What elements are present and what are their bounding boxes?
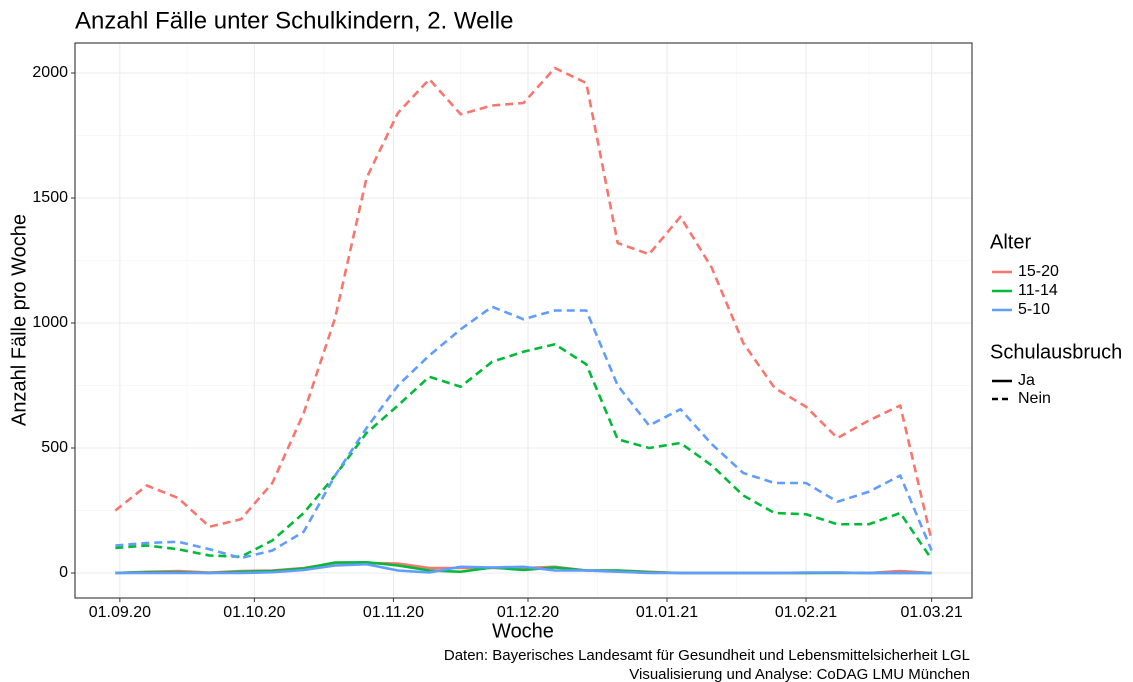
legend-label: Ja — [1018, 372, 1035, 389]
y-tick-label: 2000 — [32, 64, 68, 81]
caption: Visualisierung und Analyse: CoDAG LMU Mü… — [629, 666, 970, 682]
line — [115, 305, 933, 560]
x-tick-label: 01.02.21 — [775, 604, 837, 621]
line — [115, 562, 932, 575]
y-tick-label: 1000 — [32, 314, 68, 331]
legend-label: 15-20 — [1018, 263, 1059, 280]
panel-border — [74, 42, 973, 599]
caption: Daten: Bayerisches Landesamt für Gesundh… — [444, 647, 970, 664]
y-tick-label: 1500 — [32, 189, 68, 206]
legend-title: Schulausbruch — [990, 341, 1122, 363]
x-axis-label: Woche — [492, 620, 554, 642]
x-tick-label: 01.03.21 — [900, 604, 962, 621]
chart-title: Anzahl Fälle unter Schulkindern, 2. Well… — [75, 7, 513, 34]
x-tick-label: 01.12.20 — [497, 604, 559, 621]
legend-label: Nein — [1018, 390, 1051, 407]
y-tick-label: 0 — [59, 564, 68, 581]
line — [115, 342, 933, 560]
y-tick-label: 500 — [41, 439, 68, 456]
x-tick-label: 01.11.20 — [363, 604, 424, 621]
x-tick-label: 01.09.20 — [89, 604, 151, 621]
legend-title: Alter — [990, 231, 1031, 253]
x-tick-label: 01.10.20 — [223, 604, 285, 621]
legend-label: 11-14 — [1018, 282, 1058, 299]
legend-label: 5-10 — [1018, 301, 1050, 318]
y-axis-label: Anzahl Fälle pro Woche — [8, 214, 30, 426]
line — [114, 66, 933, 541]
x-tick-label: 01.01.21 — [636, 604, 698, 621]
